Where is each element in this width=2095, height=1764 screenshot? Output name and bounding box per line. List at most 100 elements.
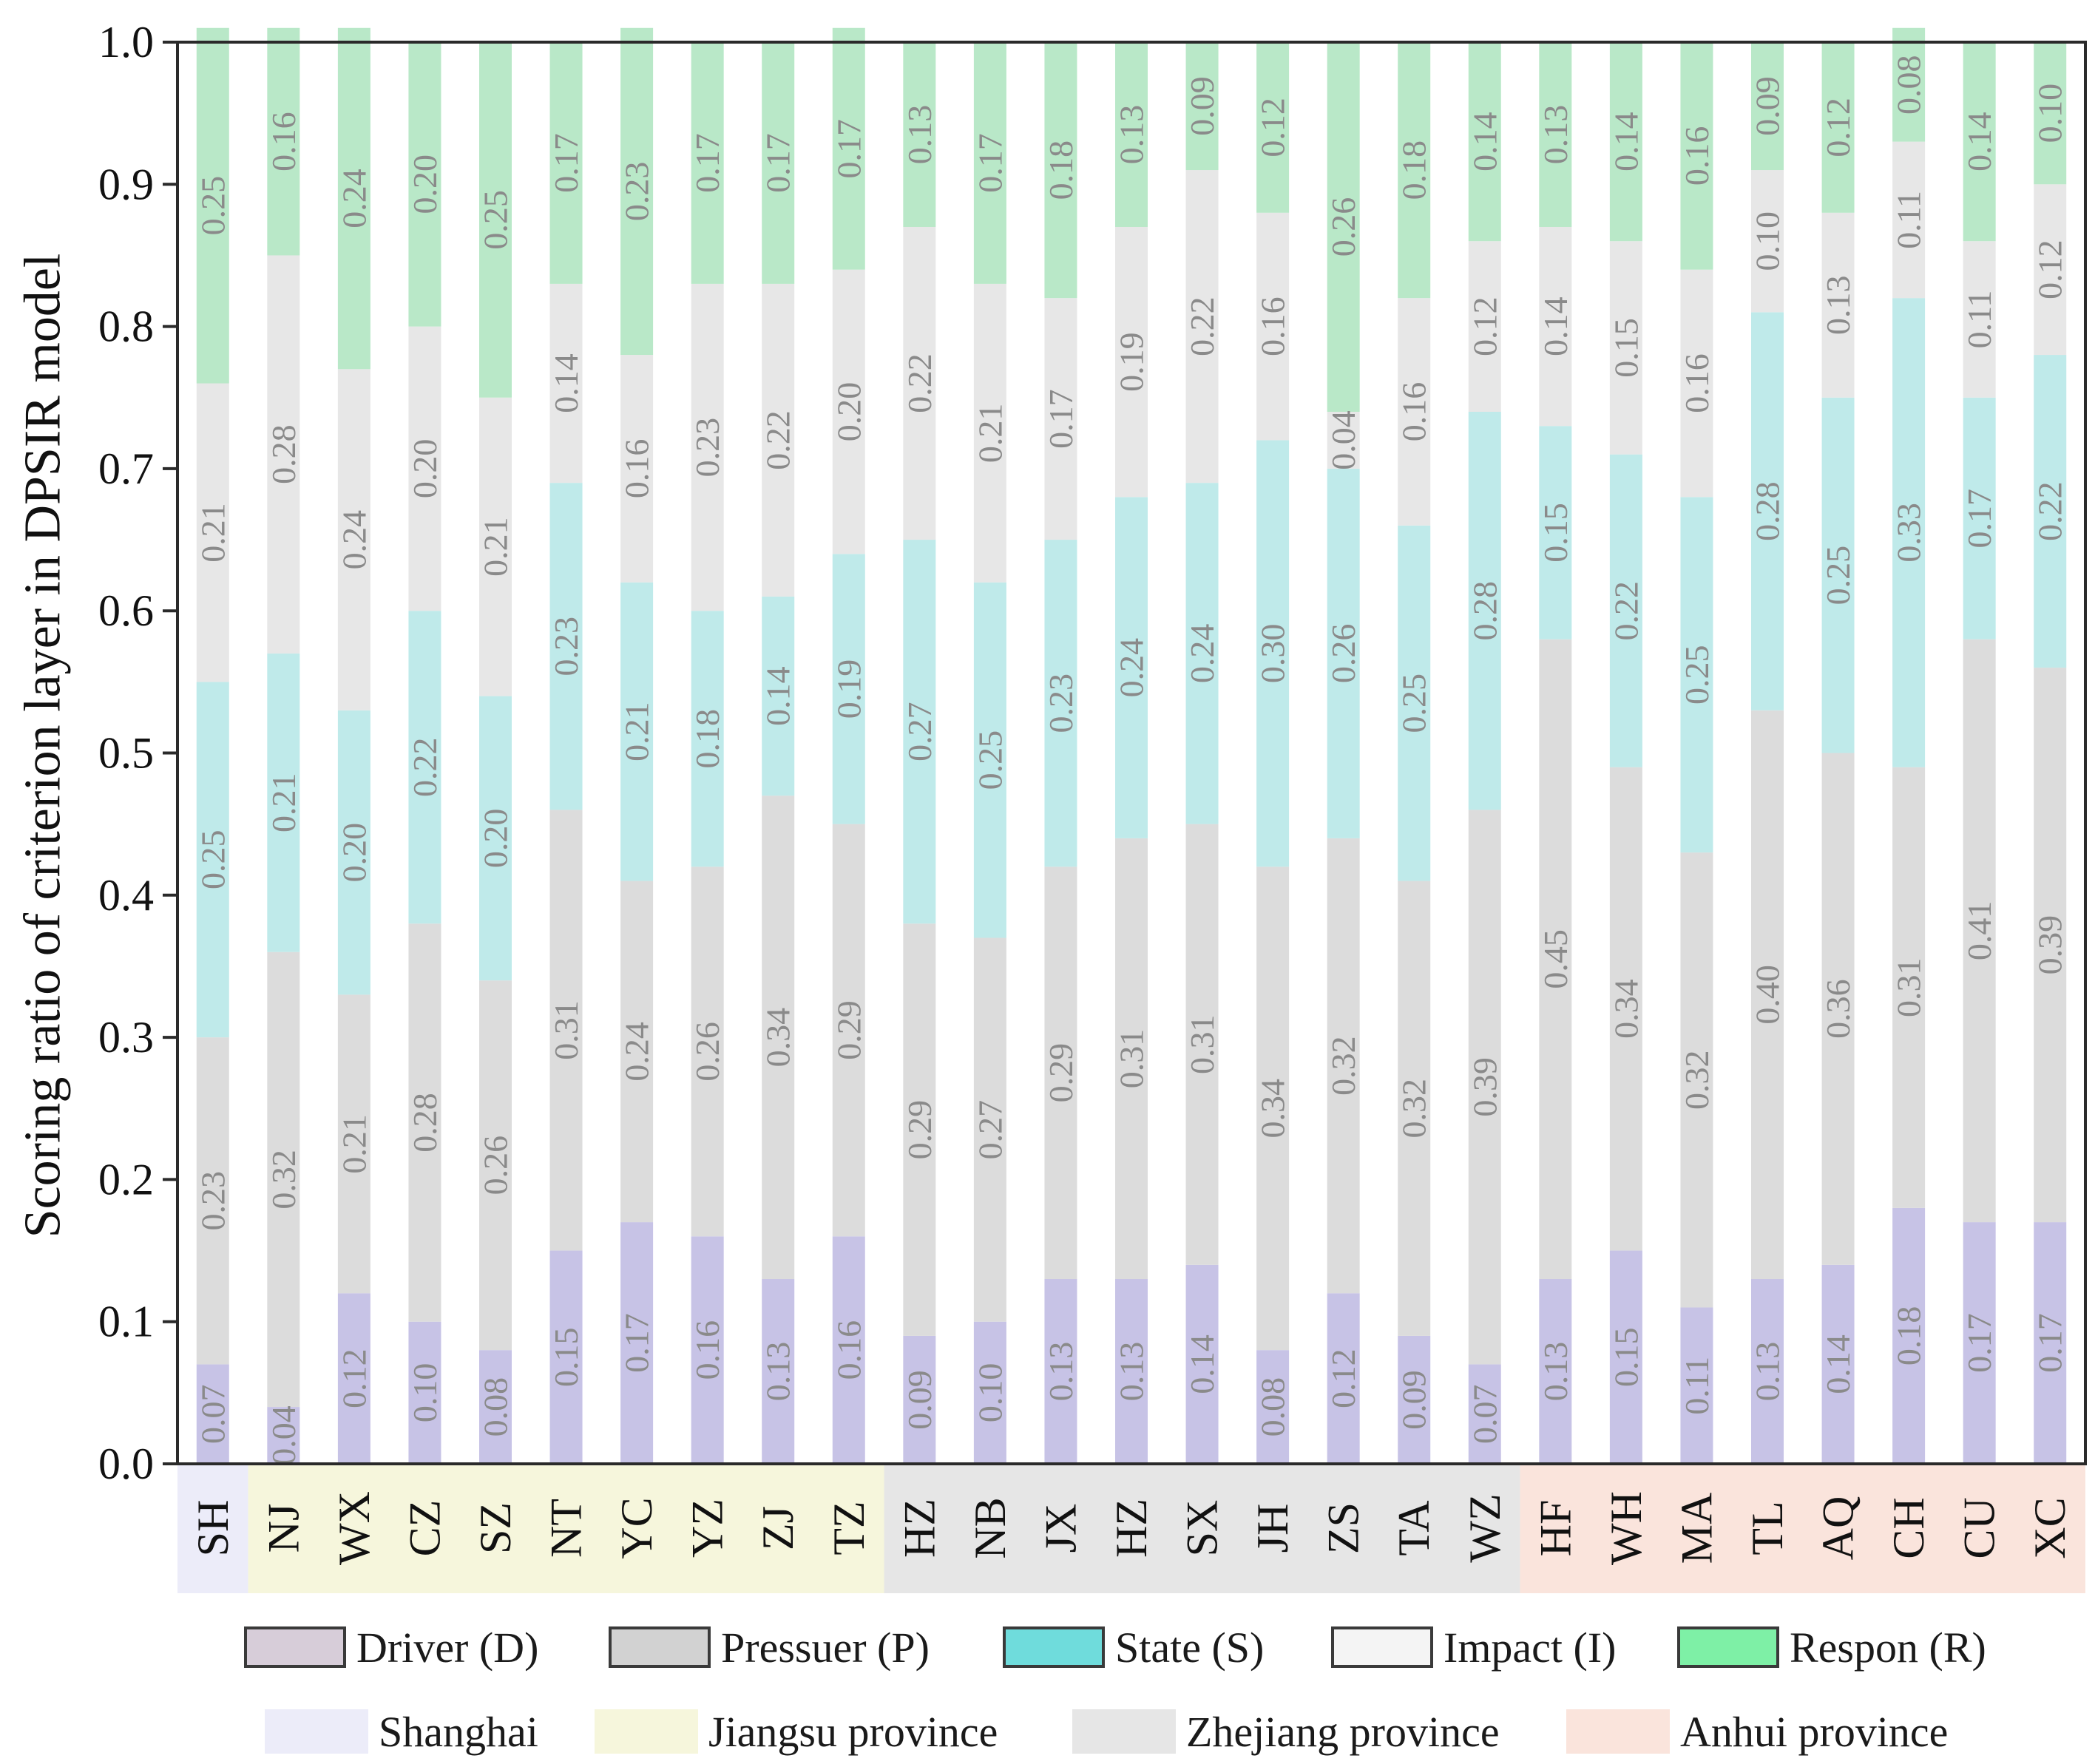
- bar-segment: [620, 355, 654, 583]
- segment-value-label: 0.25: [1678, 645, 1716, 705]
- segment-value-label: 0.22: [406, 737, 444, 797]
- bar-segment: [1539, 426, 1572, 640]
- segment-value-label: 0.32: [1395, 1079, 1433, 1139]
- segment-value-label: 0.23: [194, 1171, 231, 1231]
- legend-label-jiangsu: Jiangsu province: [708, 1707, 998, 1756]
- bar-segment: [1609, 767, 1642, 1251]
- legend-swatch-driver: [244, 1626, 346, 1668]
- segment-value-label: 0.45: [1537, 929, 1574, 989]
- bar-segment: [1327, 838, 1360, 1294]
- segment-value-label: 0.23: [688, 418, 726, 478]
- bar-segment: [832, 824, 865, 1237]
- bar-segment: [1609, 42, 1642, 242]
- segment-value-label: 0.13: [1113, 105, 1151, 165]
- segment-value-label: 0.16: [830, 1320, 867, 1380]
- segment-value-label: 0.10: [1749, 211, 1787, 271]
- bar-segment: [196, 1364, 229, 1464]
- segment-value-labels: 0.07 0.23 0.25 0.21 0.25 0.04 0.32 0.21 0.28 0.16…: [194, 55, 2068, 1465]
- bar-segment: [762, 42, 795, 284]
- segment-value-label: 0.18: [1042, 140, 1080, 200]
- segment-value-label: 0.14: [1819, 1334, 1857, 1394]
- segment-value-label: 0.28: [406, 1093, 444, 1153]
- segment-value-label: 0.09: [1749, 76, 1787, 136]
- x-tick-label: HZ: [1107, 1499, 1156, 1558]
- segment-value-label: 0.17: [688, 133, 726, 193]
- bar-segment: [1185, 1264, 1219, 1464]
- x-tick-label: CU: [1955, 1497, 2004, 1558]
- segment-value-label: 0.17: [1960, 1313, 1998, 1373]
- bar-segment: [973, 582, 1006, 938]
- bar-segment: [1892, 1207, 1926, 1464]
- segment-value-label: 0.15: [1537, 503, 1574, 563]
- bar-segment: [762, 796, 795, 1280]
- segment-value-label: 0.16: [1678, 126, 1716, 186]
- bar-segment: [408, 923, 441, 1322]
- legend-item-anhui: Anhui province: [1566, 1702, 1948, 1761]
- y-tick-label: 0.7: [98, 444, 154, 493]
- segment-value-label: 0.25: [1395, 674, 1433, 733]
- segment-value-label: 0.28: [1749, 481, 1787, 541]
- bar-segment: [1398, 525, 1431, 881]
- x-tick-label: CH: [1884, 1497, 1933, 1558]
- segment-value-label: 0.26: [688, 1022, 726, 1082]
- segment-value-label: 0.22: [901, 353, 938, 413]
- segment-value-label: 0.08: [1254, 1377, 1292, 1437]
- bar-segment: [1680, 497, 1713, 853]
- bar-segment: [691, 1236, 724, 1464]
- bar-segment: [1539, 42, 1572, 227]
- segment-value-label: 0.13: [1819, 276, 1857, 336]
- bar-segment: [1185, 170, 1219, 484]
- bar-segment: [1963, 241, 1996, 398]
- bar-segment: [1751, 312, 1784, 710]
- segment-value-label: 0.20: [830, 382, 867, 442]
- region-legend: Shanghai Jiangsu province Zhejiang provi…: [0, 1702, 2095, 1761]
- segment-value-label: 0.04: [265, 1405, 302, 1465]
- x-tick-label: WX: [330, 1491, 379, 1565]
- segment-value-label: 0.13: [1749, 1342, 1787, 1402]
- bar-segment: [479, 696, 512, 981]
- legend-label-impact: Impact (I): [1444, 1623, 1617, 1672]
- bar-segment: [903, 1335, 936, 1464]
- bar-segment: [1892, 298, 1926, 767]
- bar-segment: [1398, 1335, 1431, 1464]
- x-tick-label: NB: [966, 1497, 1015, 1558]
- segment-value-label: 0.18: [1395, 140, 1433, 200]
- segment-value-label: 0.23: [1042, 674, 1080, 733]
- bar-segment: [1963, 42, 1996, 242]
- segment-value-label: 0.14: [1537, 296, 1574, 356]
- segment-value-label: 0.34: [1254, 1079, 1292, 1139]
- bar-segment: [691, 42, 724, 284]
- segment-value-label: 0.39: [2031, 915, 2069, 975]
- segment-value-label: 0.23: [618, 162, 656, 222]
- segment-value-label: 0.13: [1113, 1342, 1151, 1402]
- bar-segment: [1327, 411, 1360, 469]
- segment-value-label: 0.26: [477, 1136, 515, 1195]
- x-tick-label: JX: [1036, 1504, 1085, 1553]
- segment-value-label: 0.31: [547, 1000, 585, 1060]
- segment-value-label: 0.22: [759, 410, 797, 470]
- segment-value-label: 0.36: [1819, 979, 1857, 1039]
- segment-value-label: 0.15: [1607, 1328, 1645, 1388]
- bar-segment: [337, 27, 370, 370]
- segment-value-label: 0.21: [335, 1114, 373, 1174]
- segment-value-label: 0.16: [1254, 296, 1292, 356]
- segment-value-label: 0.14: [1607, 112, 1645, 172]
- segment-value-label: 0.29: [1042, 1043, 1080, 1103]
- segment-value-label: 0.27: [971, 1100, 1009, 1160]
- bar-segment: [1821, 1264, 1855, 1464]
- segment-value-label: 0.15: [1607, 318, 1645, 378]
- segment-value-label: 0.09: [1183, 76, 1221, 136]
- legend-label-response: Respon (R): [1790, 1623, 1986, 1672]
- series-legend: Driver (D) Pressuer (P) State (S) Impact…: [0, 1618, 2095, 1677]
- x-tick-label: SX: [1178, 1500, 1227, 1557]
- segment-value-label: 0.11: [1890, 191, 1928, 249]
- legend-item-impact: Impact (I): [1331, 1618, 1616, 1677]
- x-tick-label: MA: [1672, 1493, 1721, 1564]
- y-tick-label: 0.8: [98, 302, 154, 351]
- bar-segment: [1115, 838, 1148, 1280]
- bar-segment: [1609, 454, 1642, 767]
- segment-value-label: 0.20: [335, 823, 373, 883]
- bar-segment: [1256, 212, 1290, 441]
- segment-value-label: 0.21: [477, 517, 515, 577]
- bar-segment: [832, 1236, 865, 1464]
